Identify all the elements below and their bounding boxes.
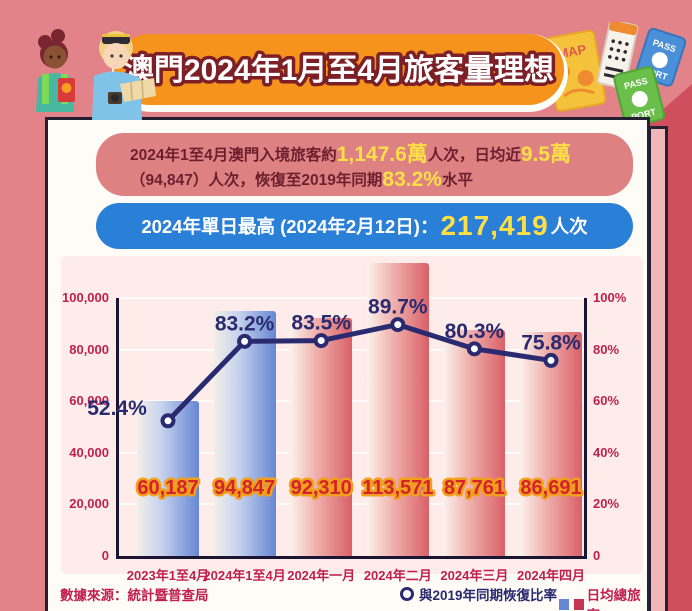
bar-2024年一月 — [290, 317, 353, 556]
title-banner: 澳門2024年1月至4月旅客量理想 — [112, 34, 568, 112]
bar-value-label: 86,691 — [520, 477, 581, 499]
passport-green-icon: PASS PORT — [613, 66, 666, 126]
bar-2024年四月 — [520, 332, 582, 556]
main-card: 2024年1至4月澳門入境旅客約1,147.6萬人次，日均近9.5萬 （94,8… — [45, 117, 650, 611]
data-source-note: 數據來源：統計暨普查局 — [60, 588, 209, 603]
tourist-right — [92, 31, 156, 120]
summary-text: 人次，日均近 — [427, 147, 521, 164]
line-point-label: 83.2% — [215, 312, 275, 335]
line-point-label: 75.8% — [521, 331, 581, 354]
x-axis-label: 2024年四月 — [517, 568, 585, 583]
red-bar-swatch-icon — [573, 598, 584, 610]
y-axis-tick: 40,000 — [69, 444, 109, 460]
summary-highlight-total: 1,147.6萬 — [336, 143, 428, 166]
line-marker — [237, 333, 253, 349]
line-marker — [160, 413, 176, 429]
y-axis-tick: 100% — [593, 290, 627, 305]
bar-value-label: 113,571 — [362, 477, 433, 499]
background-stacked-card-edge — [648, 126, 668, 611]
record-banner: 2024年單日最高 (2024年2月12日)： 217,419 人次 — [96, 203, 633, 249]
summary-text: 水平 — [441, 172, 473, 189]
y-axis-tick: 80,000 — [69, 341, 109, 357]
line-point-label: 52.4% — [87, 397, 147, 420]
right-axis: 0 20% 40% 60% 80% 100% — [593, 290, 643, 563]
y-axis-tick: 80% — [593, 341, 620, 357]
summary-text: （94,847）人次，恢復至2019年同期 — [130, 172, 383, 189]
y-axis-tick: 60,000 — [69, 393, 109, 409]
summary-highlight-daily: 9.5萬 — [520, 143, 572, 166]
bar-value-label: 92,310 — [291, 477, 352, 499]
x-axis: 2023年1至4月 2024年1至4月 2024年一月 2024年二月 2024年三月 2… — [116, 565, 587, 585]
title-banner-fill: 澳門2024年1月至4月旅客量理想 — [114, 34, 564, 105]
tourists-illustration — [36, 29, 156, 120]
line-marker — [543, 352, 559, 368]
line-point-label: 89.7% — [368, 296, 428, 319]
line-point-label: 83.5% — [291, 312, 351, 335]
x-axis-label: 2024年三月 — [440, 568, 509, 583]
summary-line-1: 2024年1至4月澳門入境旅客約1,147.6萬人次，日均近9.5萬 — [130, 143, 572, 166]
bar-2024年二月 — [366, 263, 429, 556]
bar-2024年1至4月 — [213, 311, 276, 556]
travel-items-illustration: MAP PASS PORT PASS PORT — [548, 22, 687, 126]
record-value: 217,419 — [440, 210, 549, 241]
x-axis-label: 2023年1至4月 — [126, 568, 210, 583]
bar-value-label: 94,847 — [214, 477, 275, 499]
summary-text: 2024年1至4月澳門入境旅客約 — [130, 147, 337, 164]
y-axis-tick: 20% — [593, 496, 620, 512]
legend-bar-label: 日均總旅客 — [586, 588, 641, 611]
line-marker — [466, 341, 482, 357]
line-marker — [313, 333, 329, 349]
legend-bar-series: 日均總旅客 — [559, 584, 647, 611]
summary-panel: 2024年1至4月澳門入境旅客約1,147.6萬人次，日均近9.5萬 （94,8… — [96, 133, 633, 196]
record-label: 2024年單日最高 (2024年2月12日)： — [141, 216, 439, 237]
bar-value-label: 87,761 — [444, 477, 505, 499]
y-axis-tick: 0 — [101, 548, 109, 563]
left-axis: 0 20,000 40,000 60,000 80,000 100,000 — [61, 290, 109, 563]
chart-panel: 0 20,000 40,000 60,000 80,000 100,000 0 20% 40%… — [61, 256, 643, 583]
plot-area: 60,187 94,847 92,310 113,571 87,761 86,691 52.… — [87, 263, 587, 559]
summary-highlight-recovery: 83.2% — [382, 168, 442, 191]
line-marker — [390, 317, 406, 333]
gridline — [119, 297, 584, 299]
x-axis-label: 2024年二月 — [363, 568, 432, 583]
recovery-rate-line — [165, 322, 554, 424]
legend-line-series: 與2019年同期恢復比率 — [400, 584, 557, 604]
page-title: 澳門2024年1月至4月旅客量理想 — [124, 53, 554, 87]
record-unit: 人次 — [550, 216, 588, 237]
x-axis-label: 2024年一月 — [287, 568, 356, 583]
bar-value-label: 60,187 — [137, 477, 198, 499]
summary-line-2: （94,847）人次，恢復至2019年同期83.2%水平 — [130, 168, 473, 191]
blue-bar-swatch-icon — [559, 598, 569, 610]
line-point-label: 80.3% — [445, 320, 505, 343]
y-axis-tick: 0 — [593, 548, 601, 563]
tourist-left — [36, 29, 75, 112]
recovery-rate-line-layer: 60,187 94,847 92,310 113,571 87,761 86,691 52.… — [87, 296, 584, 502]
y-axis-tick: 100,000 — [62, 290, 109, 305]
y-axis-tick: 60% — [593, 393, 620, 409]
y-axis-tick: 20,000 — [69, 496, 109, 512]
y-axis-tick: 40% — [593, 444, 620, 460]
line-marker-icon — [400, 587, 414, 601]
title-text-svg: 澳門2024年1月至4月旅客量理想 — [120, 50, 557, 91]
legend-line-label: 與2019年同期恢復比率 — [419, 588, 558, 603]
x-axis-label: 2024年1至4月 — [203, 568, 286, 583]
bar-2024年三月 — [443, 329, 506, 556]
